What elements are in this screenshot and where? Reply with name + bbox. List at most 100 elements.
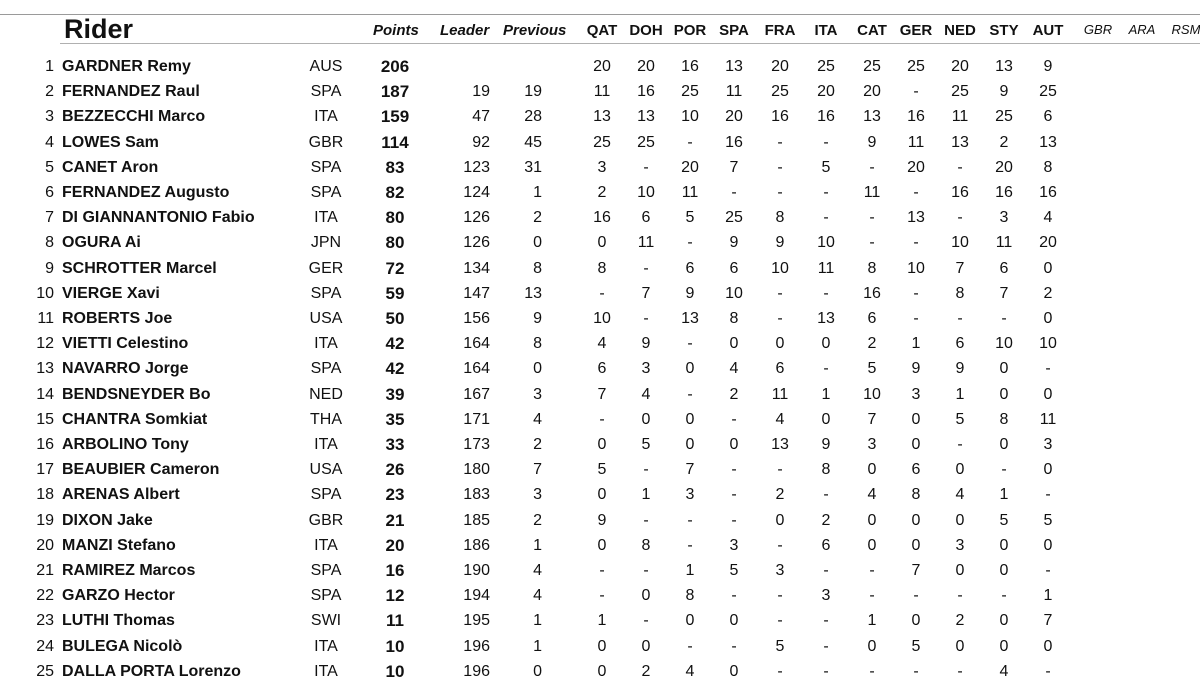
race-result: 0 [955,637,965,655]
race-result: - [823,562,829,579]
race-result: - [777,662,783,680]
rider-points: 80 [385,233,405,253]
rider-position: 25 [36,662,54,680]
race-result: 25 [771,83,789,101]
race-result: - [913,310,919,327]
race-result: - [957,587,963,605]
race-result: 0 [685,410,695,428]
race-result: 16 [771,108,789,126]
race-result: - [957,662,963,680]
race-result: 25 [863,58,881,75]
race-result: 8 [775,209,785,227]
race-header: NED [944,22,976,39]
rider-name: NAVARRO Jorge [62,360,189,378]
race-result: - [731,511,737,529]
race-result: - [643,562,649,579]
gap-to-previous: 28 [524,108,542,126]
race-result: 13 [681,310,699,327]
race-result: 3 [955,536,965,554]
race-result: 7 [911,562,921,579]
rider-position: 2 [45,83,54,101]
rider-nation: USA [309,310,343,327]
gap-to-previous: 0 [533,360,542,378]
rider-name: CHANTRA Somkiat [62,410,208,428]
race-result: 0 [685,436,695,453]
rider-name: CANET Aron [62,158,159,176]
gap-to-leader: 19 [472,83,490,101]
race-result: 16 [1039,184,1057,201]
rider-name: MANZI Stefano [62,536,176,554]
race-result: 1 [641,486,651,504]
race-result: 0 [1043,637,1053,655]
gap-to-leader: 124 [463,184,490,201]
gap-to-leader: 173 [463,436,490,453]
rider-points: 59 [385,283,405,303]
race-result: 10 [995,335,1013,353]
rider-name: RAMIREZ Marcos [62,562,196,579]
race-result: 10 [681,108,699,126]
future-race-header: ARA [1128,22,1156,37]
gap-to-previous: 2 [533,209,542,227]
race-result: 4 [867,486,877,504]
rider-position: 15 [36,410,54,428]
rider-row: 12 VIETTI Celestino ITA 42 164 8 4 9 - 0 0 0 2 1 6 10 10 [0,331,1200,356]
race-result: 8 [729,310,739,327]
race-result: - [599,587,605,605]
race-result: 3 [641,360,651,378]
race-result: - [869,158,875,176]
rider-points: 26 [385,460,405,480]
race-header: SPA [719,22,749,39]
rider-nation: THA [310,410,342,428]
rider-nation: SPA [310,184,342,201]
race-result: - [1045,486,1051,504]
rider-nation: GBR [308,511,344,529]
rider-nation: JPN [310,234,342,252]
rider-row: 16 ARBOLINO Tony ITA 33 173 2 0 5 0 0 13 9 3 0 - 0 3 [0,432,1200,457]
race-result: 6 [867,310,877,327]
gap-to-leader: 167 [463,385,490,403]
race-result: 2 [821,511,831,529]
header-rule [60,43,1200,44]
race-result: 6 [955,335,965,353]
race-result: - [913,587,919,605]
race-result: - [823,637,829,655]
rider-nation: GBR [308,133,344,151]
gap-to-leader: 186 [463,536,490,554]
race-result: 6 [999,259,1009,277]
rider-name: VIETTI Celestino [62,335,189,353]
race-result: - [823,662,829,680]
gap-to-previous: 1 [533,637,542,655]
race-result: 0 [911,511,921,529]
gap-to-previous: 13 [524,284,542,302]
race-result: 1 [867,612,877,630]
race-result: 11 [593,83,611,101]
gap-to-previous: 1 [533,612,542,630]
race-result: 16 [995,184,1013,201]
race-result: 4 [597,335,607,353]
rider-name: LUTHI Thomas [62,612,175,630]
race-result: 0 [867,536,877,554]
race-result: 7 [867,410,877,428]
rider-row: 24 BULEGA Nicolò ITA 10 196 1 0 0- -5-0 5 0 0 0 [0,634,1200,659]
gap-to-previous: 2 [533,511,542,529]
rider-position: 24 [36,637,54,655]
race-result: - [731,184,737,201]
race-result: 1 [955,385,965,403]
race-result: 9 [955,360,965,378]
rider-nation: ITA [314,209,338,227]
race-result: - [687,536,693,554]
race-result: 5 [955,410,965,428]
race-result: - [1045,662,1051,680]
rider-position: 11 [37,310,54,327]
rider-points: 80 [385,208,405,228]
race-result: 25 [907,58,925,75]
rider-nation: ITA [314,637,338,655]
race-result: 7 [1043,612,1053,630]
race-header: GER [899,22,933,39]
race-result: 3 [911,385,921,403]
race-result: 2 [729,385,739,403]
race-result: - [869,234,875,252]
rider-position: 20 [36,536,54,554]
race-result: 3 [597,158,607,176]
race-result: 2 [775,486,785,504]
